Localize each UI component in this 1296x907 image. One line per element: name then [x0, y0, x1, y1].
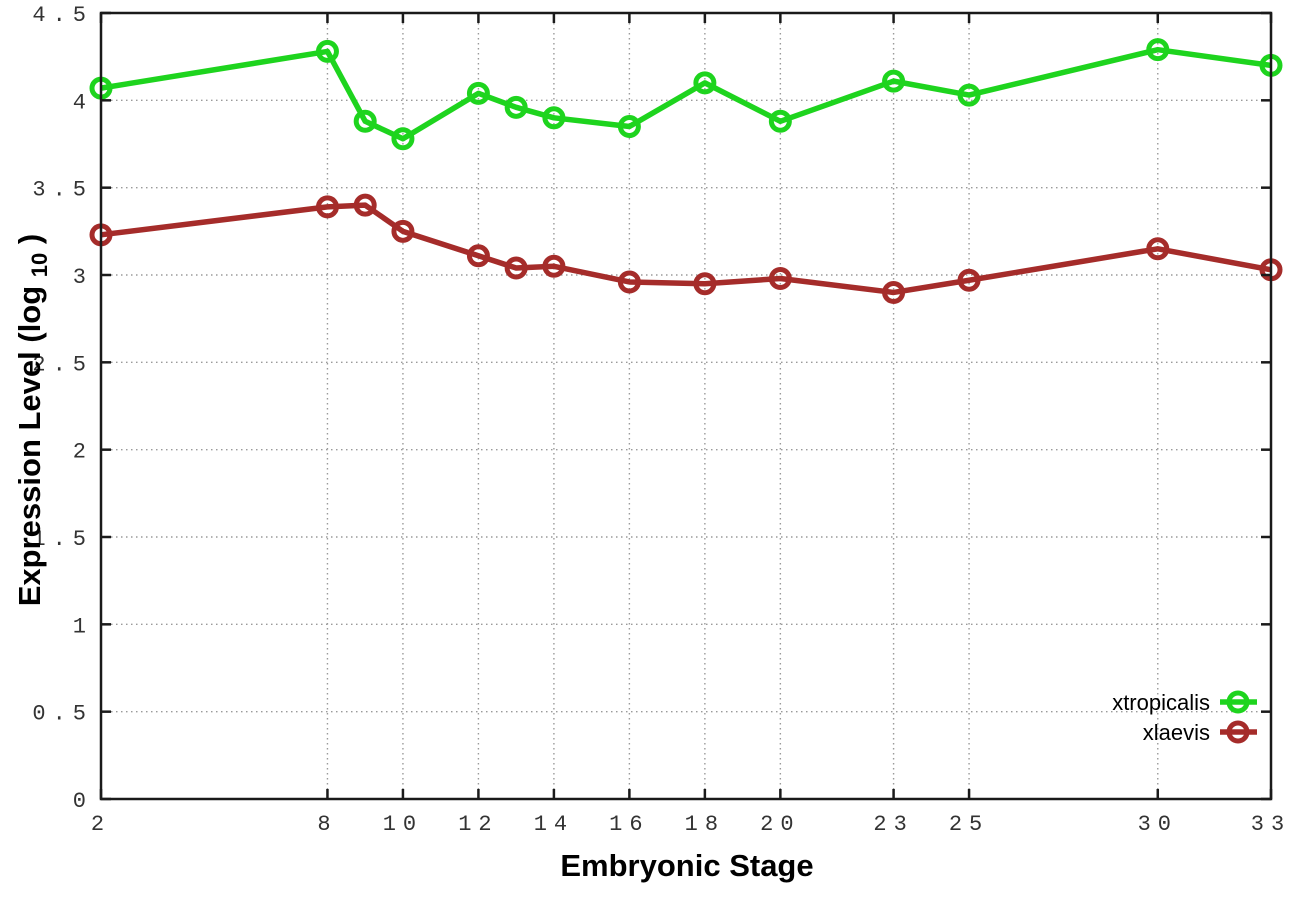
- grid-lines: [101, 13, 1271, 799]
- data-point-xtropicalis: [391, 127, 415, 151]
- data-point-xlaevis: [1146, 237, 1170, 261]
- x-tick-label: 20: [760, 812, 800, 837]
- data-series: [89, 38, 1283, 304]
- x-tick-label: 8: [317, 812, 337, 837]
- tick-labels: 2 8 10 12 14 16 18 20 23 25 30 33 0 0.5 1 1.5 2 2.5 3 3.5 4 4…: [32, 3, 1291, 837]
- x-tick-label: 10: [383, 812, 423, 837]
- data-point-xlaevis: [315, 195, 339, 219]
- data-point-xlaevis: [617, 270, 641, 294]
- data-point-xtropicalis: [957, 83, 981, 107]
- y-tick-label: 4: [73, 90, 93, 115]
- x-tick-label: 25: [949, 812, 989, 837]
- data-point-xtropicalis: [1146, 38, 1170, 62]
- y-tick-label: 2.5: [32, 352, 93, 377]
- legend-marker-xtropicalis: [1226, 690, 1250, 714]
- y-axis-title: Expression Level (log 10 ): [12, 234, 54, 607]
- data-point-xtropicalis: [542, 106, 566, 130]
- x-tick-label: 16: [609, 812, 649, 837]
- y-tick-label: 0.5: [32, 702, 93, 727]
- data-point-xtropicalis: [504, 95, 528, 119]
- y-tick-label: 2: [73, 440, 93, 465]
- x-tick-label: 12: [458, 812, 498, 837]
- x-tick-label: 30: [1138, 812, 1178, 837]
- x-tick-label: 23: [873, 812, 913, 837]
- y-axis-title-subscript: 10: [27, 253, 52, 277]
- x-axis-title: Embryonic Stage: [560, 848, 813, 883]
- legend-marker-xlaevis: [1226, 720, 1250, 744]
- x-tick-label: 33: [1251, 812, 1291, 837]
- data-point-xlaevis: [542, 254, 566, 278]
- data-point-xtropicalis: [617, 115, 641, 139]
- data-point-xlaevis: [693, 272, 717, 296]
- legend-label-xtropicalis: xtropicalis: [1112, 690, 1210, 715]
- y-tick-label: 0: [73, 789, 93, 814]
- data-point-xlaevis: [391, 219, 415, 243]
- plot-border: [99, 11, 1273, 801]
- data-point-xtropicalis: [466, 81, 490, 105]
- y-tick-label: 4.5: [32, 3, 93, 28]
- x-tick-label: 14: [534, 812, 574, 837]
- data-point-xlaevis: [768, 266, 792, 290]
- legend-label-xlaevis: xlaevis: [1143, 720, 1210, 745]
- data-point-xlaevis: [504, 256, 528, 280]
- legend-entry-xlaevis: xlaevis: [1143, 720, 1257, 745]
- data-point-xlaevis: [882, 280, 906, 304]
- axis-ticks: [99, 11, 1273, 801]
- data-point-xtropicalis: [882, 69, 906, 93]
- series-line-xtropicalis: [100, 46, 1272, 142]
- data-point-xtropicalis: [315, 39, 339, 63]
- y-tick-label: 1: [73, 614, 93, 639]
- legend-entry-xtropicalis: xtropicalis: [1112, 690, 1257, 715]
- x-tick-label: 2: [91, 812, 111, 837]
- y-tick-label: 1.5: [32, 527, 93, 552]
- data-point-xtropicalis: [353, 109, 377, 133]
- data-point-xlaevis: [957, 268, 981, 292]
- series-line-xlaevis: [100, 202, 1272, 296]
- data-point-xlaevis: [466, 244, 490, 268]
- legend: xtropicalis xlaevis: [1112, 690, 1257, 745]
- data-point-xtropicalis: [693, 71, 717, 95]
- y-tick-label: 3.5: [32, 178, 93, 203]
- data-point-xtropicalis: [768, 109, 792, 133]
- x-tick-label: 18: [685, 812, 725, 837]
- y-axis-title-main: Expression Level (log: [12, 286, 47, 606]
- y-tick-label: 3: [73, 265, 93, 290]
- y-axis-title-close: ): [12, 234, 47, 244]
- data-point-xlaevis: [353, 193, 377, 217]
